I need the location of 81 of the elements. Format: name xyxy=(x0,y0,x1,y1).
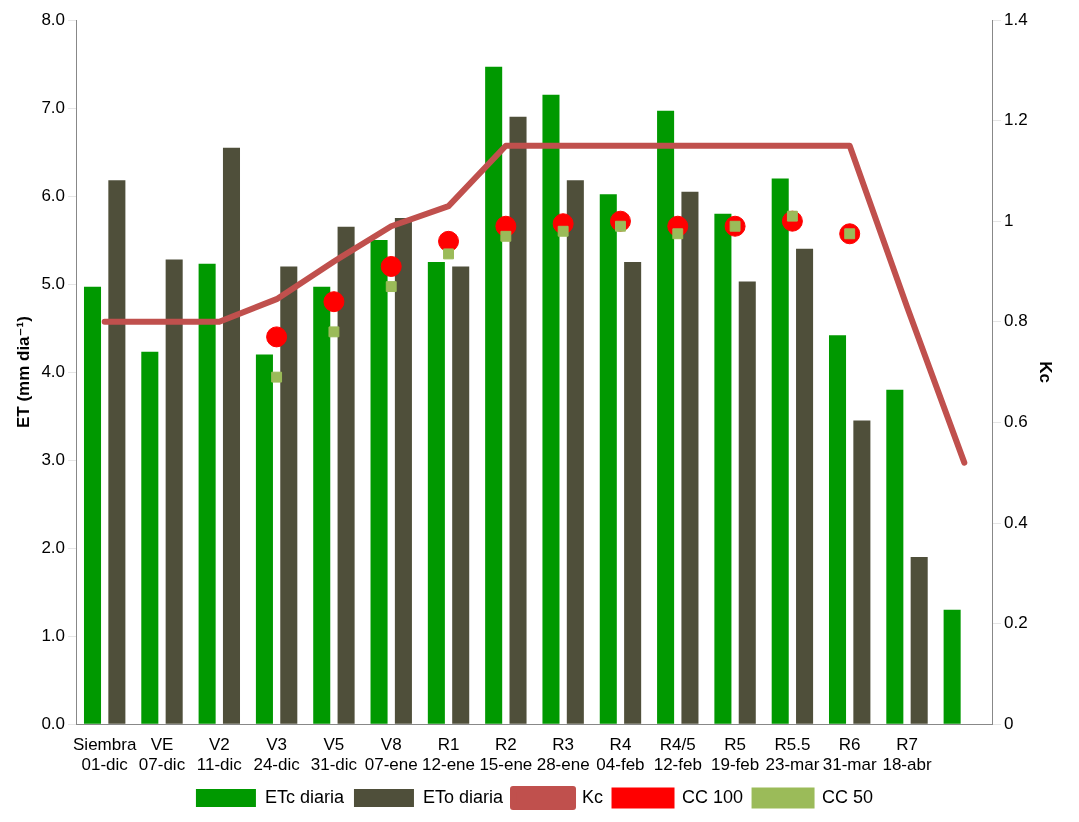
x-tick-label: R1 12-ene xyxy=(422,735,476,775)
y-tick-label: 7.0 xyxy=(41,97,66,117)
legend-label: Kc xyxy=(582,786,604,807)
bar xyxy=(198,263,216,724)
legend-label: ETo diaria xyxy=(422,786,504,807)
x-tick-label: R3 28-ene xyxy=(536,735,590,775)
point xyxy=(500,230,512,242)
legend-label: ETc diaria xyxy=(264,786,345,807)
point xyxy=(438,230,460,252)
point xyxy=(266,326,288,348)
bar xyxy=(853,420,871,724)
bar xyxy=(738,281,756,724)
y2-tick-label: 0.2 xyxy=(1003,613,1028,633)
legend-label: CC 100 xyxy=(682,786,744,807)
bar xyxy=(681,191,699,724)
y2-tick-label: 1 xyxy=(1003,210,1014,230)
bar xyxy=(624,262,642,724)
x-tick-label: R6 31-mar xyxy=(822,735,877,775)
y2-tick-label: 0.8 xyxy=(1003,311,1028,331)
bar xyxy=(370,240,388,724)
y-tick-label: 6.0 xyxy=(41,185,66,205)
x-tick-label: R4 04-feb xyxy=(596,735,645,775)
x-tick-label: V8 07-ene xyxy=(364,735,418,775)
point xyxy=(271,371,283,383)
point xyxy=(380,255,402,277)
x-tick-label: VE 07-dic xyxy=(138,735,186,775)
y-tick-label: 1.0 xyxy=(41,625,66,645)
bar xyxy=(714,213,732,724)
bar xyxy=(771,178,789,724)
y-tick-label: 0.0 xyxy=(41,713,66,733)
bar xyxy=(222,147,241,724)
bar xyxy=(509,116,527,724)
point xyxy=(323,291,345,313)
x-tick-label: R2 15-ene xyxy=(479,735,533,775)
point xyxy=(328,326,340,338)
x-tick-label: Siembra 01-dic xyxy=(73,735,137,775)
x-tick-label: V2 11-dic xyxy=(196,735,243,775)
point xyxy=(443,248,454,260)
bar xyxy=(108,180,126,724)
bar xyxy=(542,94,560,724)
bar xyxy=(165,259,183,724)
bar xyxy=(796,248,814,724)
y2-axis-title: Kc xyxy=(1036,361,1056,383)
point xyxy=(672,228,684,240)
x-tick-label: V5 31-dic xyxy=(310,735,358,775)
y-tick-label: 4.0 xyxy=(41,361,66,381)
x-tick-label: R5 19-feb xyxy=(710,735,760,775)
bar xyxy=(485,66,503,724)
y-tick-label: 2.0 xyxy=(41,537,66,557)
point xyxy=(557,225,569,237)
bar xyxy=(83,286,102,724)
legend-label: CC 50 xyxy=(822,786,874,807)
bar xyxy=(394,218,412,724)
point xyxy=(385,281,397,293)
x-tick-label: R7 18-abr xyxy=(882,735,932,775)
bar xyxy=(427,262,445,724)
x-tick-label: R4/5 12-feb xyxy=(653,735,702,775)
bar xyxy=(828,335,847,724)
bar xyxy=(313,286,331,724)
bar xyxy=(599,194,617,724)
x-tick-label: R5.5 23-mar xyxy=(765,735,820,775)
bar xyxy=(910,556,928,724)
y2-tick-label: 0.4 xyxy=(1003,512,1028,532)
bar xyxy=(886,389,904,724)
bar xyxy=(452,266,470,724)
y-tick-label: 5.0 xyxy=(41,273,66,293)
y2-tick-label: 1.2 xyxy=(1003,110,1028,130)
bar xyxy=(280,266,298,724)
bar xyxy=(566,180,584,724)
bar xyxy=(943,609,961,724)
y-axis-title: ET (mm dia⁻¹) xyxy=(13,316,33,429)
y2-tick-label: 1.4 xyxy=(1003,9,1028,29)
y2-tick-label: 0.6 xyxy=(1003,412,1028,432)
bar xyxy=(337,226,355,724)
bar xyxy=(657,110,675,724)
y-tick-label: 8.0 xyxy=(41,9,66,29)
y-tick-label: 3.0 xyxy=(41,449,66,469)
bar xyxy=(255,354,273,724)
y2-tick-label: 0 xyxy=(1003,713,1014,733)
x-tick-label: V3 24-dic xyxy=(253,735,301,775)
bar xyxy=(141,351,159,724)
